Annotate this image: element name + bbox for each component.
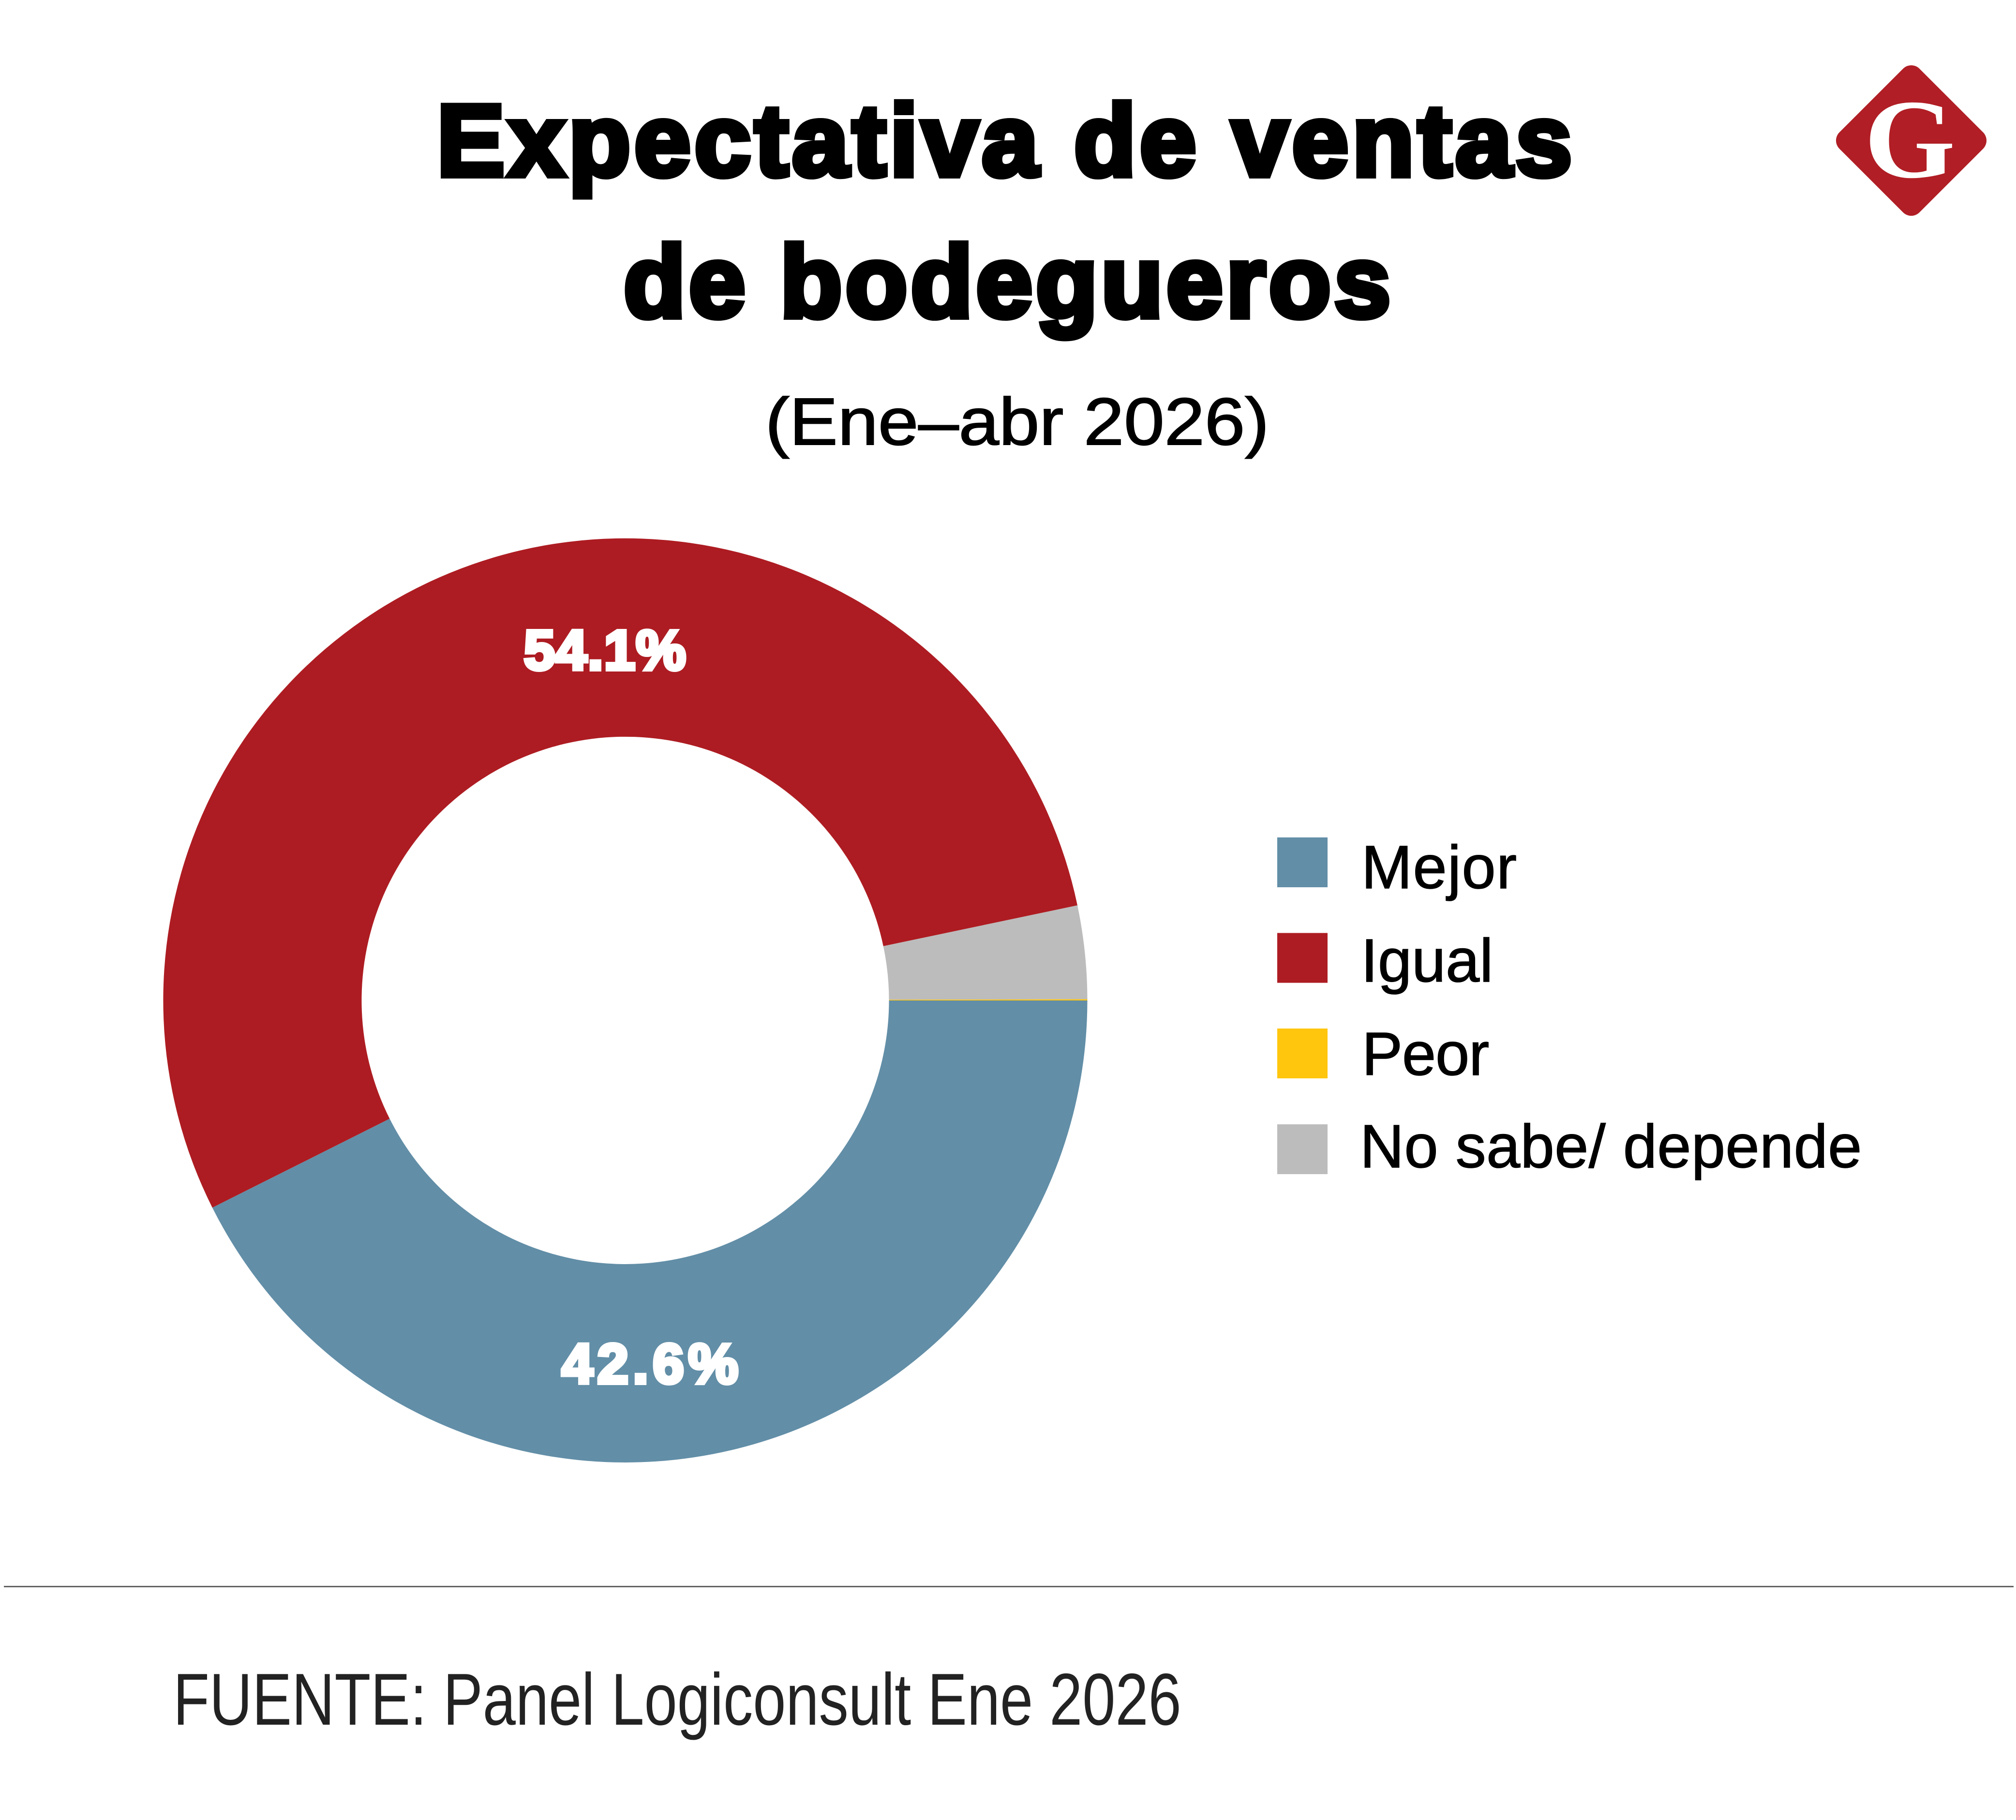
svg-text:Expectativa de ventas: Expectativa de ventas — [437, 84, 1576, 197]
svg-text:No sabe/ depende: No sabe/ depende — [1360, 1112, 1862, 1180]
svg-text:Igual: Igual — [1361, 926, 1493, 995]
svg-text:(Ene–abr 2026): (Ene–abr 2026) — [765, 384, 1269, 459]
svg-text:Mejor: Mejor — [1361, 833, 1518, 901]
svg-text:54.1%: 54.1% — [524, 619, 687, 682]
svg-text:Peor: Peor — [1362, 1020, 1489, 1088]
svg-text:G: G — [1865, 77, 1956, 202]
svg-text:de bodegueros: de bodegueros — [624, 225, 1394, 339]
svg-text:FUENTE: Panel Logiconsult Ene: FUENTE: Panel Logiconsult Ene 2026 — [173, 1658, 1181, 1741]
svg-text:42.6%: 42.6% — [562, 1332, 743, 1395]
